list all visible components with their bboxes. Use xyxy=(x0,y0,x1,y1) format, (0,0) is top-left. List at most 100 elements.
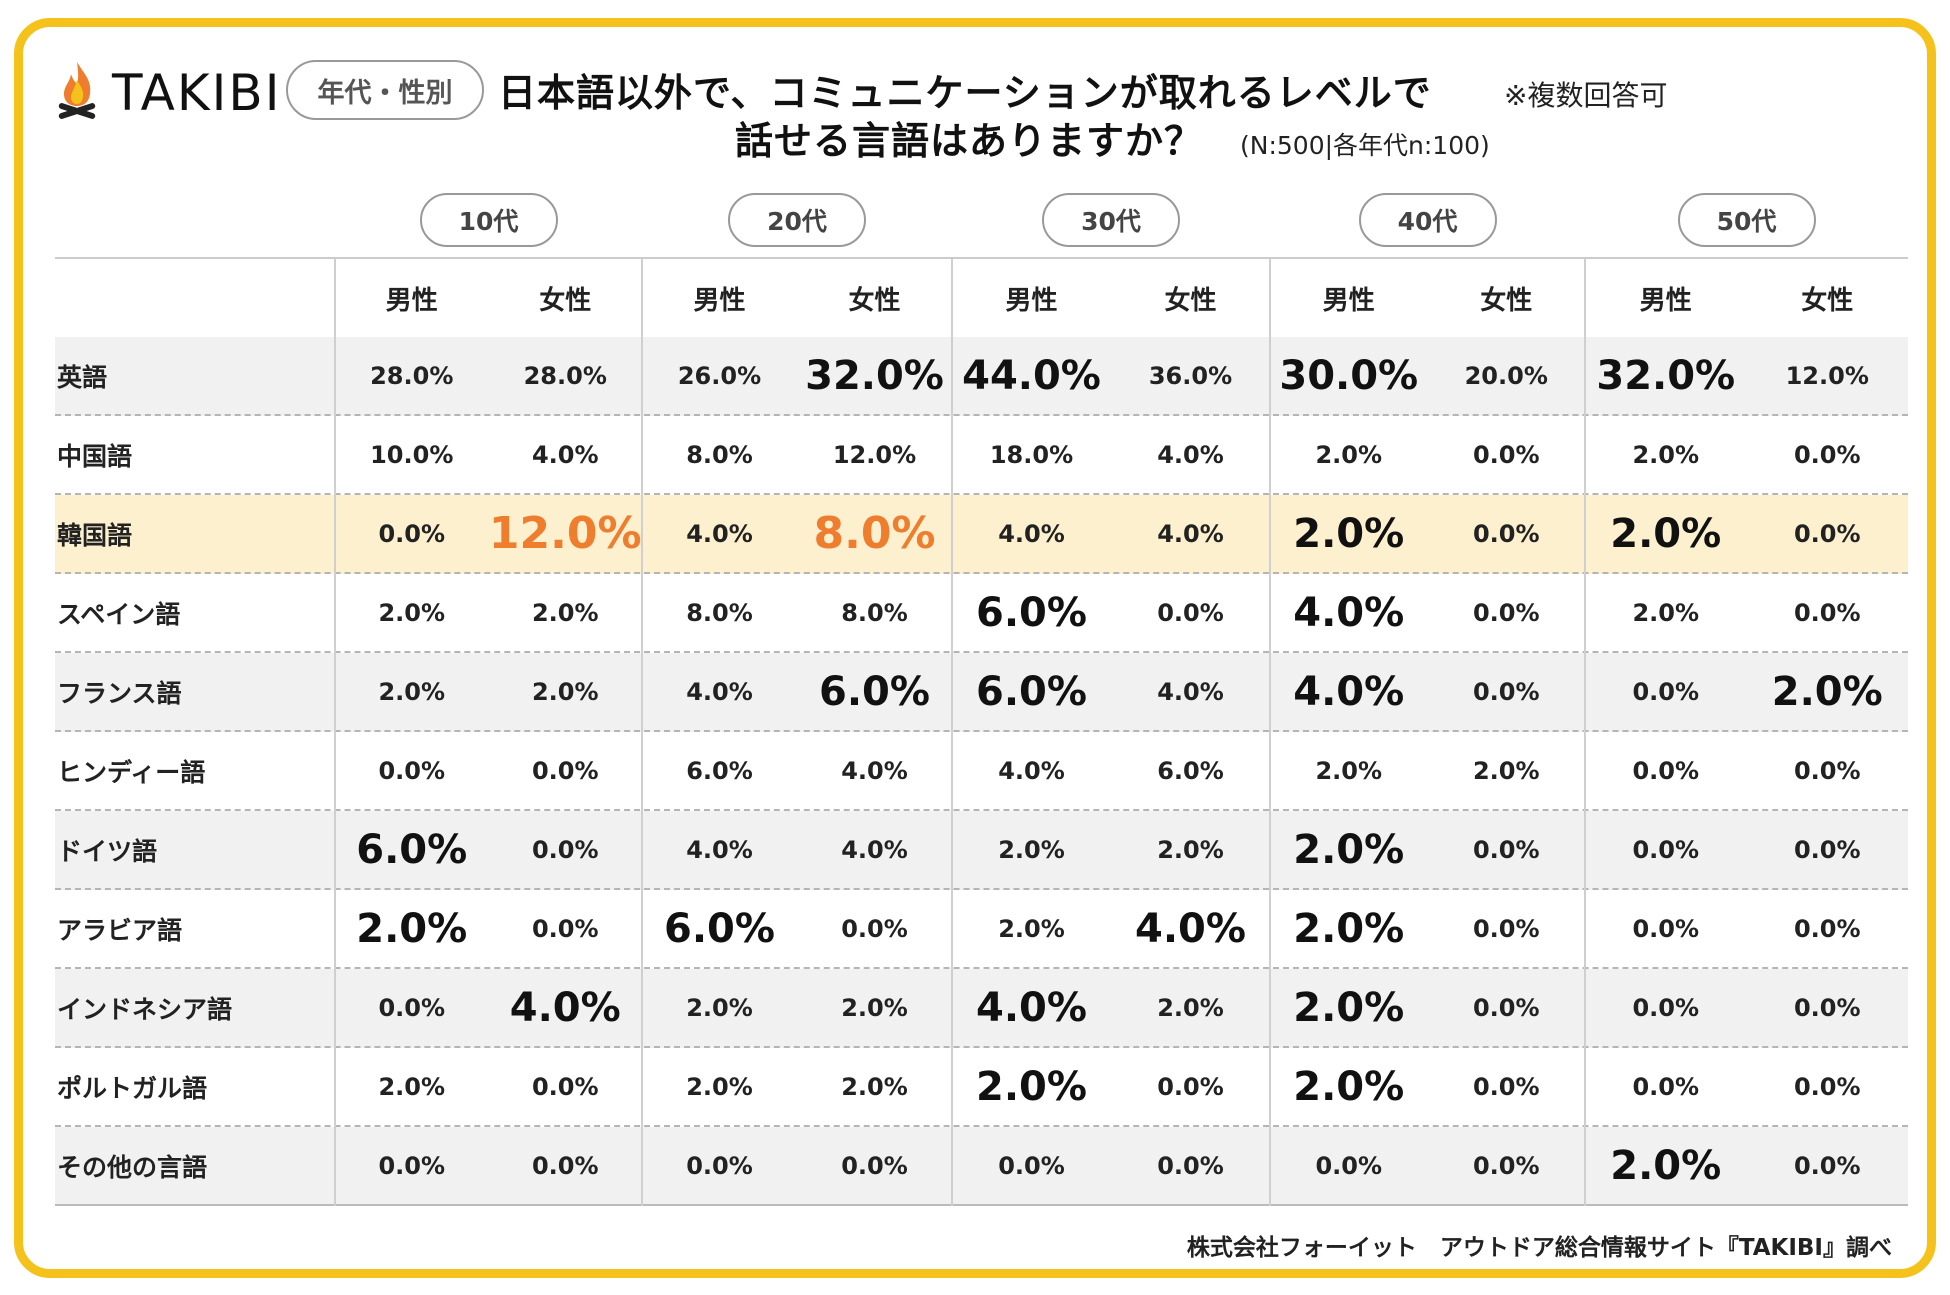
value-cell: 4.0% xyxy=(841,835,908,864)
value-cell: 2.0% xyxy=(1610,510,1722,557)
source-credit: 株式会社フォーイット アウトドア総合情報サイト『TAKIBI』調べ xyxy=(1186,1235,1892,1261)
value-cell: 0.0% xyxy=(1157,1151,1224,1180)
value-cell: 0.0% xyxy=(1315,1151,1383,1180)
value-cell: 0.0% xyxy=(531,914,599,943)
column-divider xyxy=(951,259,953,1206)
column-divider xyxy=(1269,259,1271,1206)
value-cell: 0.0% xyxy=(1793,519,1861,548)
value-cell: 6.0% xyxy=(664,905,775,952)
value-cell: 2.0% xyxy=(686,1072,753,1101)
age-group-pill: 10代 xyxy=(419,193,558,247)
value-cell: 2.0% xyxy=(356,905,468,952)
value-cell: 2.0% xyxy=(1293,826,1405,873)
logo-text: TAKIBI xyxy=(112,64,282,122)
value-cell: 0.0% xyxy=(1472,1151,1540,1180)
gender-header: 男性 xyxy=(1005,285,1058,316)
value-cell: 2.0% xyxy=(1632,598,1700,627)
value-cell: 4.0% xyxy=(976,984,1087,1031)
value-cell: 36.0% xyxy=(1148,361,1233,390)
value-cell: 0.0% xyxy=(1793,440,1861,469)
language-label: フランス語 xyxy=(57,678,182,708)
gender-header: 男性 xyxy=(385,285,438,316)
language-label: その他の言語 xyxy=(57,1152,208,1182)
language-label: 中国語 xyxy=(57,441,133,471)
value-cell: 2.0% xyxy=(531,677,599,706)
age-group-pill: 40代 xyxy=(1358,193,1497,247)
value-cell: 2.0% xyxy=(1157,835,1224,864)
value-cell: 0.0% xyxy=(1472,835,1540,864)
value-cell: 0.0% xyxy=(1472,677,1540,706)
title-note: ※複数回答可 xyxy=(1504,79,1668,112)
value-cell: 4.0% xyxy=(1293,589,1405,636)
value-cell: 26.0% xyxy=(677,361,762,390)
column-divider xyxy=(1584,259,1586,1206)
age-group-pill: 20代 xyxy=(728,193,866,247)
value-cell: 28.0% xyxy=(370,361,454,390)
value-cell: 2.0% xyxy=(378,598,446,627)
takibi-logo: TAKIBI xyxy=(54,58,281,128)
gender-header: 女性 xyxy=(1480,285,1533,316)
value-cell: 4.0% xyxy=(998,756,1065,785)
language-label: 韓国語 xyxy=(57,520,133,550)
value-cell: 2.0% xyxy=(1472,756,1540,785)
value-cell: 4.0% xyxy=(686,835,753,864)
table-row: ヒンディー語 0.0% 0.0% 6.0% 4.0% 4.0% 6.0% 2.0% 2.0% 0.… xyxy=(55,732,1908,811)
table-row: アラビア語 2.0% 0.0% 6.0% 0.0% 2.0% 4.0% 2.0% 0.0% 0.0… xyxy=(55,890,1908,969)
value-cell: 0.0% xyxy=(378,756,446,785)
value-cell: 6.0% xyxy=(819,668,930,715)
gender-header: 女性 xyxy=(848,285,901,316)
value-cell: 0.0% xyxy=(998,1151,1065,1180)
value-cell: 2.0% xyxy=(841,1072,908,1101)
value-cell: 32.0% xyxy=(1596,352,1736,399)
segment-tag: 年代・性別 xyxy=(286,60,484,120)
value-cell: 18.0% xyxy=(989,440,1074,469)
value-cell: 0.0% xyxy=(1632,756,1700,785)
value-cell: 4.0% xyxy=(1293,668,1405,715)
value-cell: 0.0% xyxy=(686,1151,753,1180)
value-cell: 2.0% xyxy=(1610,1142,1722,1189)
value-cell: 0.0% xyxy=(378,1151,446,1180)
value-cell: 6.0% xyxy=(686,756,753,785)
value-cell: 0.0% xyxy=(841,914,908,943)
value-cell: 2.0% xyxy=(1157,993,1224,1022)
value-cell: 0.0% xyxy=(531,1072,599,1101)
age-group-pill: 50代 xyxy=(1677,193,1816,247)
value-cell: 2.0% xyxy=(1771,668,1883,715)
language-label: アラビア語 xyxy=(57,915,183,945)
gender-header-row: 男性 女性 男性 女性 男性 女性 男性 女性 男性 女性 xyxy=(55,259,1908,337)
table-top-rule xyxy=(55,257,1908,259)
value-cell: 2.0% xyxy=(1293,510,1405,557)
value-cell: 0.0% xyxy=(531,756,599,785)
column-divider xyxy=(334,259,336,1206)
value-cell: 2.0% xyxy=(378,677,446,706)
value-cell: 2.0% xyxy=(1315,440,1383,469)
value-cell: 0.0% xyxy=(1157,598,1224,627)
value-cell: 12.0% xyxy=(488,508,642,559)
value-cell: 0.0% xyxy=(1472,993,1540,1022)
value-cell: 32.0% xyxy=(805,352,944,399)
table-row: 中国語 10.0% 4.0% 8.0% 12.0% 18.0% 4.0% 2.0% 0.0% 2.… xyxy=(55,416,1908,495)
value-cell: 12.0% xyxy=(1785,361,1869,390)
value-cell: 0.0% xyxy=(531,835,599,864)
value-cell: 8.0% xyxy=(813,508,936,559)
value-cell: 8.0% xyxy=(686,598,753,627)
language-label: 英語 xyxy=(57,362,108,392)
value-cell: 6.0% xyxy=(976,589,1087,636)
value-cell: 2.0% xyxy=(841,993,908,1022)
value-cell: 0.0% xyxy=(378,993,446,1022)
value-cell: 0.0% xyxy=(531,1151,599,1180)
value-cell: 20.0% xyxy=(1464,361,1548,390)
value-cell: 2.0% xyxy=(998,835,1065,864)
value-cell: 4.0% xyxy=(998,519,1065,548)
value-cell: 0.0% xyxy=(1472,519,1540,548)
value-cell: 4.0% xyxy=(1157,440,1224,469)
value-cell: 6.0% xyxy=(356,826,468,873)
value-cell: 2.0% xyxy=(1293,1063,1405,1110)
language-label: ドイツ語 xyxy=(57,836,158,866)
table-row: ドイツ語 6.0% 0.0% 4.0% 4.0% 2.0% 2.0% 2.0% 0.0% 0.0%… xyxy=(55,811,1908,890)
language-label: スペイン語 xyxy=(57,599,181,629)
value-cell: 0.0% xyxy=(1632,677,1700,706)
value-cell: 0.0% xyxy=(1793,993,1861,1022)
value-cell: 0.0% xyxy=(1793,1072,1861,1101)
value-cell: 2.0% xyxy=(976,1063,1087,1110)
